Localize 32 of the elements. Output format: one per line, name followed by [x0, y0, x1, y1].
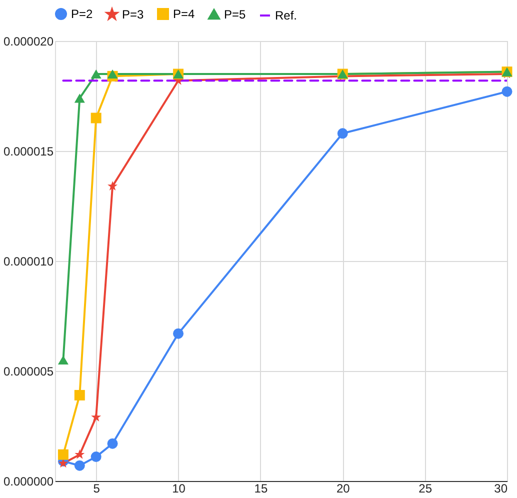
point — [107, 438, 118, 449]
x-tick-label: 5 — [93, 482, 100, 496]
x-tick-label: 15 — [254, 482, 268, 496]
point — [90, 112, 102, 124]
point — [74, 449, 85, 459]
point — [502, 86, 512, 97]
legend-label: Ref. — [275, 8, 298, 22]
legend-label: P=5 — [224, 7, 246, 22]
y-tick-label: 0.000005 — [3, 364, 54, 378]
y-tick-label: 0.000010 — [3, 254, 54, 268]
point — [58, 355, 68, 365]
point — [58, 449, 68, 460]
x-tick-label: 25 — [418, 482, 432, 496]
point — [108, 180, 118, 190]
x-tick-label: 10 — [172, 482, 186, 496]
point — [74, 94, 85, 103]
y-tick-label: 0.000020 — [3, 34, 54, 48]
y-tick-label: 0.000015 — [3, 144, 54, 158]
point — [107, 69, 118, 79]
point — [74, 460, 85, 471]
legend-label: P=4 — [173, 7, 196, 21]
point — [74, 390, 85, 400]
legend-label: P=3 — [122, 7, 144, 22]
point — [173, 328, 184, 339]
y-tick-label: 0.000000 — [3, 474, 54, 488]
point — [90, 452, 102, 462]
point — [90, 69, 102, 79]
point — [58, 458, 68, 468]
point — [337, 128, 348, 139]
x-tick-label: 20 — [336, 482, 350, 496]
x-tick-label: 30 — [494, 482, 508, 496]
legend-label: P=2 — [71, 7, 94, 21]
